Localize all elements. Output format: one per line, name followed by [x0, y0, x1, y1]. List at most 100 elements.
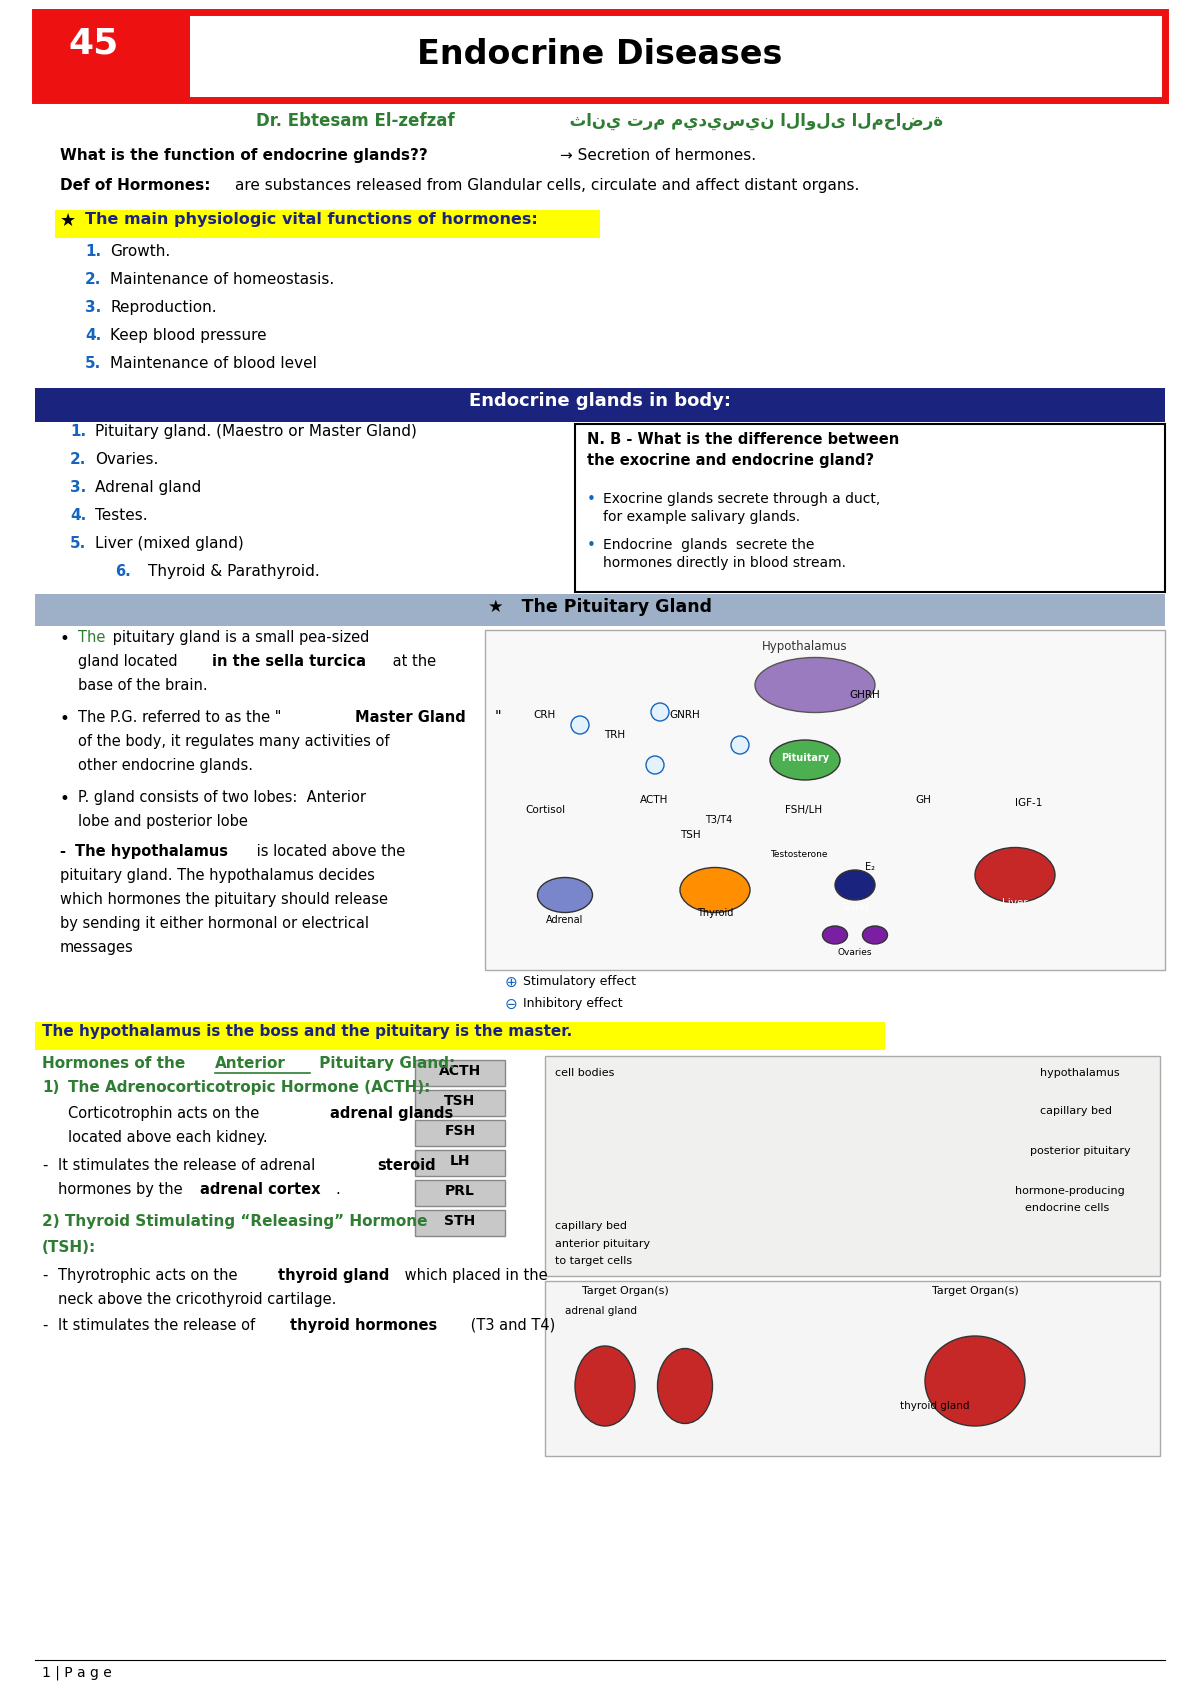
Text: Testes: Testes — [841, 903, 869, 911]
Text: is located above the: is located above the — [252, 843, 406, 859]
Text: Endocrine  glands  secrete the
hormones directly in blood stream.: Endocrine glands secrete the hormones di… — [604, 538, 846, 570]
Text: in the sella turcica: in the sella turcica — [212, 653, 366, 669]
Text: Inhibitory effect: Inhibitory effect — [523, 998, 623, 1010]
Text: 4.: 4. — [70, 507, 86, 523]
Text: capillary bed: capillary bed — [554, 1222, 628, 1230]
Text: ⊕: ⊕ — [505, 976, 517, 989]
Text: Adrenal: Adrenal — [546, 915, 583, 925]
Text: thyroid gland: thyroid gland — [900, 1402, 970, 1410]
Bar — [545, 1281, 1160, 1456]
Bar — [415, 1089, 505, 1117]
Text: Target Organ(s): Target Organ(s) — [931, 1286, 1019, 1297]
Text: TRH: TRH — [605, 730, 625, 740]
Text: -: - — [42, 1268, 47, 1283]
Text: ⊖: ⊖ — [505, 998, 517, 1011]
Ellipse shape — [770, 740, 840, 781]
Bar — [35, 12, 1165, 100]
Text: Thyrotrophic acts on the: Thyrotrophic acts on the — [58, 1268, 242, 1283]
Text: •: • — [587, 492, 596, 507]
Circle shape — [646, 755, 664, 774]
Text: IGF-1: IGF-1 — [1015, 798, 1043, 808]
Text: -: - — [42, 1157, 47, 1173]
Text: ": " — [496, 709, 502, 725]
Text: Hypothalamus: Hypothalamus — [762, 640, 848, 653]
Text: Maintenance of homeostasis.: Maintenance of homeostasis. — [110, 272, 335, 287]
Text: The P.G. referred to as the ": The P.G. referred to as the " — [78, 709, 281, 725]
Text: •: • — [587, 538, 596, 553]
Text: neck above the cricothyroid cartilage.: neck above the cricothyroid cartilage. — [58, 1291, 336, 1307]
Text: TSH: TSH — [680, 830, 701, 840]
Text: 5.: 5. — [70, 536, 86, 552]
Text: Liver: Liver — [1002, 898, 1028, 908]
Text: endocrine cells: endocrine cells — [1025, 1203, 1109, 1213]
Bar — [35, 12, 190, 100]
Text: are substances released from Glandular cells, circulate and affect distant organ: are substances released from Glandular c… — [235, 178, 859, 193]
Text: Growth.: Growth. — [110, 244, 170, 260]
Text: •: • — [60, 791, 70, 808]
Ellipse shape — [835, 871, 875, 899]
Text: •: • — [60, 709, 70, 728]
Text: at the: at the — [388, 653, 436, 669]
Text: thyroid hormones: thyroid hormones — [290, 1319, 437, 1334]
Ellipse shape — [925, 1336, 1025, 1425]
Text: Ovaries: Ovaries — [838, 949, 872, 957]
Text: Keep blood pressure: Keep blood pressure — [110, 328, 266, 343]
Text: •: • — [60, 630, 70, 648]
Text: Adrenal gland: Adrenal gland — [95, 480, 202, 496]
Text: (TSH):: (TSH): — [42, 1241, 96, 1256]
Bar — [35, 594, 1165, 626]
Bar — [35, 389, 1165, 423]
Text: 3.: 3. — [85, 300, 101, 316]
Text: Testes.: Testes. — [95, 507, 148, 523]
Text: which hormones the pituitary should release: which hormones the pituitary should rele… — [60, 893, 388, 906]
Text: adrenal gland: adrenal gland — [565, 1307, 637, 1315]
Text: What is the function of endocrine glands??: What is the function of endocrine glands… — [60, 148, 427, 163]
Ellipse shape — [822, 927, 847, 944]
Text: 1): 1) — [42, 1079, 59, 1095]
Text: pituitary gland is a small pea-sized: pituitary gland is a small pea-sized — [108, 630, 370, 645]
Text: adrenal cortex: adrenal cortex — [200, 1183, 320, 1196]
Text: It stimulates the release of adrenal: It stimulates the release of adrenal — [58, 1157, 320, 1173]
Text: -: - — [60, 843, 71, 859]
Text: FSH: FSH — [444, 1123, 475, 1139]
Text: 2.: 2. — [70, 451, 86, 467]
Bar — [545, 1056, 1160, 1276]
Text: PRL: PRL — [445, 1185, 475, 1198]
Text: P. gland consists of two lobes:  Anterior: P. gland consists of two lobes: Anterior — [78, 791, 366, 804]
Text: Pituitary Gland:: Pituitary Gland: — [314, 1056, 455, 1071]
Text: Corticotrophin acts on the: Corticotrophin acts on the — [68, 1106, 264, 1122]
Text: The main physiologic vital functions of hormones:: The main physiologic vital functions of … — [85, 212, 538, 227]
Text: 6.: 6. — [115, 563, 131, 579]
Text: Master Gland: Master Gland — [355, 709, 466, 725]
Text: STH: STH — [444, 1213, 475, 1229]
Text: The hypothalamus is the boss and the pituitary is the master.: The hypothalamus is the boss and the pit… — [42, 1023, 572, 1039]
Ellipse shape — [680, 867, 750, 913]
Text: Pituitary gland. (Maestro or Master Gland): Pituitary gland. (Maestro or Master Glan… — [95, 424, 416, 440]
Text: The Adrenocorticotropic Hormone (ACTH):: The Adrenocorticotropic Hormone (ACTH): — [68, 1079, 431, 1095]
Bar — [415, 1061, 505, 1086]
Text: lobe and posterior lobe: lobe and posterior lobe — [78, 815, 248, 830]
Text: posterior pituitary: posterior pituitary — [1030, 1145, 1130, 1156]
Text: 3.: 3. — [70, 480, 86, 496]
Text: FSH/LH: FSH/LH — [785, 804, 822, 815]
Text: LH: LH — [450, 1154, 470, 1168]
Bar — [485, 630, 1165, 971]
Ellipse shape — [863, 927, 888, 944]
Text: Liver (mixed gland): Liver (mixed gland) — [95, 536, 244, 552]
Text: 2.: 2. — [85, 272, 101, 287]
Text: 45: 45 — [68, 25, 119, 59]
Text: capillary bed: capillary bed — [1040, 1106, 1112, 1117]
Ellipse shape — [974, 847, 1055, 903]
Text: Endocrine glands in body:: Endocrine glands in body: — [469, 392, 731, 411]
Text: by sending it either hormonal or electrical: by sending it either hormonal or electri… — [60, 916, 370, 932]
Bar — [415, 1151, 505, 1176]
Text: 1.: 1. — [70, 424, 86, 440]
Text: 1.: 1. — [85, 244, 101, 260]
Text: thyroid gland: thyroid gland — [278, 1268, 389, 1283]
Text: which placed in the: which placed in the — [400, 1268, 547, 1283]
Text: Def of Hormones:: Def of Hormones: — [60, 178, 210, 193]
Text: Hormones of the: Hormones of the — [42, 1056, 191, 1071]
Text: 5.: 5. — [85, 356, 101, 372]
Ellipse shape — [538, 877, 593, 913]
Text: ACTH: ACTH — [640, 794, 668, 804]
